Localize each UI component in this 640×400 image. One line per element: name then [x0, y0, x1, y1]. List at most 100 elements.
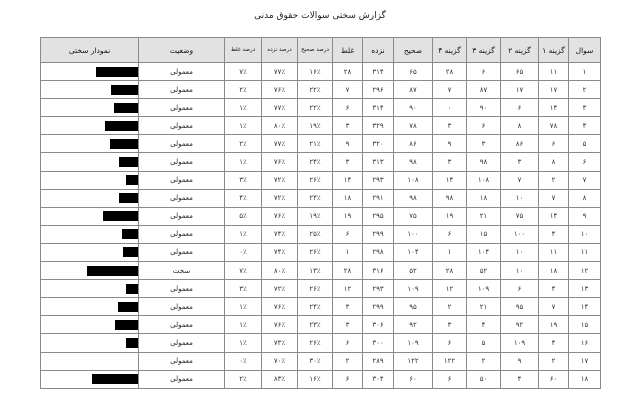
cell-question: ۱۸	[568, 369, 601, 389]
cell-option2: ۹۵	[500, 297, 539, 317]
cell-option1: ۷	[538, 297, 569, 317]
cell-question: ۱۵	[568, 315, 601, 335]
cell-pct-wrong: ۷٪	[224, 261, 262, 281]
cell-option2: ۱۷	[500, 80, 539, 100]
table-row: ۱۶ ۴ ۱۰۹ ۵ ۶ ۱۰۹ ۳۰۰ ۶ ۲۶٪ ۷۳٪ ۱٪ معمولی	[40, 333, 601, 353]
cell-option3: ۱۸	[466, 188, 501, 208]
table-row: ۸ ۷ ۱۰ ۱۸ ۹۸ ۹۸ ۲۹۱ ۱۸ ۲۴٪ ۷۲٪ ۴٪ معمولی	[40, 188, 601, 208]
cell-unanswered: ۳۱۶	[362, 261, 394, 281]
cell-wrong: ۳	[332, 297, 363, 317]
cell-pct-correct: ۲۳٪	[297, 315, 333, 335]
cell-pct-unanswered: ۷۲٪	[261, 170, 298, 190]
cell-option2: ۷۵	[500, 206, 539, 226]
cell-option4: ۹۸	[432, 188, 467, 208]
cell-pct-correct: ۲۶٪	[297, 242, 333, 263]
cell-option2: ۶	[500, 279, 539, 299]
cell-pct-correct: ۱۳٪	[297, 261, 333, 281]
cell-option4: ۱۴	[432, 170, 467, 190]
cell-unanswered: ۳۰۴	[362, 369, 394, 389]
difficulty-bar	[103, 211, 138, 222]
cell-option1: ۲	[538, 170, 569, 190]
cell-pct-correct: ۲۱٪	[297, 134, 333, 154]
cell-unanswered: ۳۰۶	[362, 315, 394, 335]
cell-unanswered: ۳۲۹	[362, 116, 394, 136]
cell-option4: ۱	[432, 242, 467, 263]
header-correct: صحیح	[393, 37, 433, 63]
table-row: ۱ ۱۱ ۶۵ ۶ ۲۸ ۶۵ ۳۱۴ ۲۸ ۱۶٪ ۷۷٪ ۷٪ معمولی	[40, 61, 601, 82]
difficulty-bar	[86, 265, 138, 276]
cell-unanswered: ۳۱۴	[362, 98, 394, 118]
cell-option2: ۷	[500, 170, 539, 190]
cell-pct-unanswered: ۸۳٪	[261, 369, 298, 389]
cell-status: معمولی	[138, 116, 225, 136]
cell-pct-unanswered: ۷۶٪	[261, 315, 298, 335]
difficulty-bar	[109, 138, 138, 149]
cell-pct-correct: ۳۰٪	[297, 351, 333, 371]
table-row: ۱۱ ۱۱ ۱۰ ۱۰۴ ۱ ۱۰۴ ۲۹۸ ۱ ۲۶٪ ۷۴٪ ۰٪ معمولی	[40, 242, 601, 263]
cell-option4: ۷	[432, 80, 467, 100]
cell-status: معمولی	[138, 152, 225, 172]
cell-correct: ۶۵	[393, 61, 433, 82]
cell-difficulty-chart	[40, 134, 139, 154]
cell-unanswered: ۳۱۳	[362, 152, 394, 172]
cell-status: معمولی	[138, 188, 225, 208]
cell-status: معمولی	[138, 170, 225, 190]
cell-status: معمولی	[138, 61, 225, 82]
difficulty-bar	[126, 337, 138, 348]
cell-status: معمولی	[138, 315, 225, 335]
cell-status: معمولی	[138, 369, 225, 389]
cell-option3: ۶	[466, 61, 501, 82]
cell-difficulty-chart	[40, 333, 139, 353]
table-row: ۱۲ ۱۸ ۱۰ ۵۲ ۲۸ ۵۲ ۳۱۶ ۲۸ ۱۳٪ ۸۰٪ ۷٪ سخت	[40, 261, 601, 281]
cell-unanswered: ۲۹۶	[362, 80, 394, 100]
cell-question: ۲	[568, 80, 601, 100]
cell-pct-unanswered: ۷۶٪	[261, 80, 298, 100]
difficulty-bar	[105, 120, 138, 131]
header-option4: گزینه ۴	[432, 37, 467, 63]
cell-option3: ۵۰	[466, 369, 501, 389]
cell-option4: ۰	[432, 98, 467, 118]
cell-option1: ۱۱	[538, 242, 569, 263]
cell-option2: ۶	[500, 98, 539, 118]
cell-wrong: ۶	[332, 369, 363, 389]
cell-option4: ۶	[432, 224, 467, 244]
cell-option2: ۱۰	[500, 242, 539, 263]
cell-question: ۱۳	[568, 279, 601, 299]
cell-option4: ۳	[432, 152, 467, 172]
cell-status: معمولی	[138, 80, 225, 100]
cell-wrong: ۱۸	[332, 188, 363, 208]
cell-option2: ۱۰	[500, 261, 539, 281]
cell-option1: ۲	[538, 351, 569, 371]
cell-pct-wrong: ۱٪	[224, 297, 262, 317]
cell-difficulty-chart	[40, 224, 139, 244]
difficulty-bar	[118, 193, 138, 204]
cell-unanswered: ۳۲۰	[362, 134, 394, 154]
cell-pct-wrong: ۱٪	[224, 333, 262, 353]
cell-pct-correct: ۱۶٪	[297, 61, 333, 82]
cell-wrong: ۶	[332, 224, 363, 244]
cell-option1: ۴	[538, 333, 569, 353]
cell-option4: ۲	[432, 297, 467, 317]
cell-pct-wrong: ۲٪	[224, 80, 262, 100]
cell-unanswered: ۲۹۳	[362, 279, 394, 299]
header-option3: گزینه ۳	[466, 37, 501, 63]
table-row: ۱۷ ۲ ۹ ۲ ۱۲۲ ۱۲۲ ۲۸۹ ۲ ۳۰٪ ۷۰٪ ۰٪ معمولی	[40, 351, 601, 371]
cell-difficulty-chart	[40, 206, 139, 226]
cell-pct-correct: ۲۵٪	[297, 224, 333, 244]
difficulty-bar	[118, 157, 138, 168]
cell-option1: ۴	[538, 224, 569, 244]
cell-pct-correct: ۱۹٪	[297, 116, 333, 136]
cell-option4: ۹	[432, 134, 467, 154]
cell-pct-unanswered: ۸۰٪	[261, 116, 298, 136]
cell-option3: ۹۸	[466, 152, 501, 172]
cell-option3: ۸۷	[466, 80, 501, 100]
cell-pct-correct: ۲۴٪	[297, 297, 333, 317]
cell-difficulty-chart	[40, 279, 139, 299]
cell-pct-unanswered: ۷۲٪	[261, 188, 298, 208]
cell-correct: ۱۰۸	[393, 170, 433, 190]
cell-wrong: ۳	[332, 315, 363, 335]
cell-question: ۸	[568, 188, 601, 208]
table-row: ۱۸ ۶۰ ۴ ۵۰ ۶ ۶۰ ۳۰۴ ۶ ۱۶٪ ۸۳٪ ۲٪ معمولی	[40, 369, 601, 389]
cell-option2: ۱۰۰	[500, 224, 539, 244]
cell-question: ۵	[568, 134, 601, 154]
